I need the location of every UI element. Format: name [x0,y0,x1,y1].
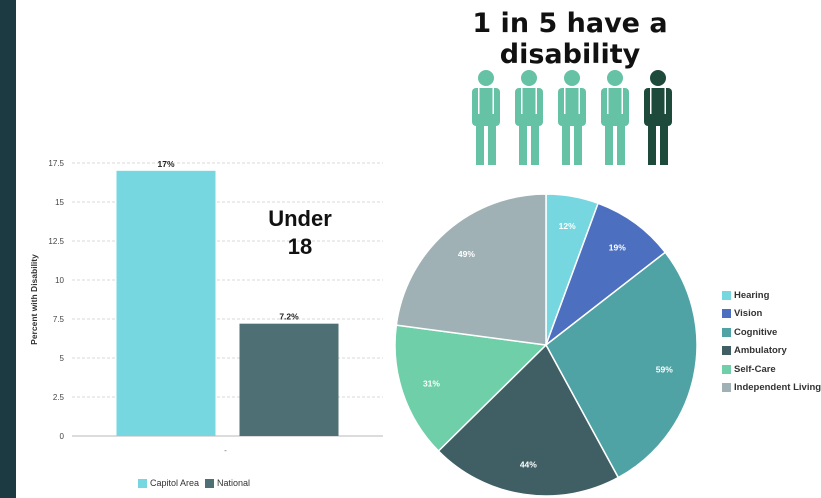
person-torso [472,88,500,126]
person-icon [472,70,500,165]
legend-label-capitol-area: Capitol Area [150,478,200,488]
legend-swatch [722,290,731,300]
y-tick-label: 15 [55,198,64,207]
x-tick-label: - [224,446,227,455]
person-left-leg [519,123,527,165]
person-torso [515,88,543,126]
person-right-leg [660,123,668,165]
person-head [478,70,494,86]
legend-item-vision: Vision [722,305,821,324]
person-left-leg [605,123,613,165]
person-arm-gap-left [564,88,566,114]
legend-label: Ambulatory [734,345,787,357]
legend-item-independent-living: Independent Living [722,379,821,398]
person-arm-gap-left [650,88,652,114]
pie-slice-independent-living [395,193,547,346]
legend-swatch-capitol-area [138,478,147,488]
legend-label: Hearing [734,289,770,301]
person-left-leg [562,123,570,165]
person-icon [558,70,586,165]
pie-slice-vision [544,202,667,348]
pie-slice-ambulatory [437,343,620,497]
legend-swatch [722,364,731,374]
person-icon [515,70,543,165]
person-torso [644,88,672,126]
y-tick-label: 12.5 [48,237,64,246]
bar-national [239,323,339,436]
pie-data-label: 44% [520,460,537,470]
legend-swatch [722,383,731,393]
person-arm-gap-right [621,88,623,114]
person-head [521,70,537,86]
person-right-leg [574,123,582,165]
legend-swatch [722,309,731,319]
legend-item-self-care: Self-Care [722,360,821,379]
person-arm-gap-right [492,88,494,114]
pie-slice-self-care [394,324,548,453]
person-arm-gap-left [607,88,609,114]
person-head [607,70,623,86]
person-arm-gap-right [578,88,580,114]
under-18-line-2: 18 [287,234,313,259]
pie-chart-legend: Hearing Vision Cognitive Ambulatory Self-Car… [722,286,821,397]
y-tick-label: 17.5 [48,159,64,168]
person-icon [601,70,629,165]
y-tick-label: 0 [60,432,65,441]
y-axis-label: Percent with Disability [29,254,39,345]
person-left-leg [648,123,656,165]
person-right-leg [531,123,539,165]
y-tick-label: 7.5 [53,315,65,324]
pie-data-label: 59% [656,365,673,375]
person-arm-gap-right [535,88,537,114]
legend-item-cognitive: Cognitive [722,323,821,342]
person-right-leg [617,123,625,165]
legend-item-hearing: Hearing [722,286,821,305]
slide-left-edge [0,0,16,498]
person-icon-highlighted [644,70,672,165]
under-18-line-1: Under [268,206,332,231]
pie-data-label: 31% [423,378,440,388]
person-left-leg [476,123,484,165]
person-head [564,70,580,86]
bar-data-label: 17% [157,159,174,169]
under-18-label: Under 18 [247,205,353,261]
y-tick-label: 2.5 [53,393,65,402]
people-icon-row [472,70,672,165]
bar-chart-legend: Capitol Area National [138,478,250,488]
pie-chart: 12% 19% 59% 44% 31% 49% [394,193,698,497]
person-arm-gap-left [478,88,480,114]
person-head [650,70,666,86]
legend-item-ambulatory: Ambulatory [722,342,821,361]
legend-swatch-national [205,478,215,488]
legend-label: Self-Care [734,363,776,375]
person-right-leg [488,123,496,165]
pie-data-label: 49% [458,249,475,259]
bar-capitol-area [116,170,216,437]
bar-data-label: 7.2% [279,312,299,322]
legend-swatch [722,346,731,356]
legend-label-national: National [217,478,251,488]
legend-label: Vision [734,308,763,320]
legend-label: Cognitive [734,326,778,338]
pie-slice-cognitive [545,251,698,479]
y-tick-label: 5 [60,354,65,363]
person-torso [558,88,586,126]
pie-data-label: 19% [609,242,626,252]
person-torso [601,88,629,126]
legend-swatch [722,327,731,337]
person-arm-gap-left [521,88,523,114]
person-arm-gap-right [664,88,666,114]
y-tick-label: 10 [55,276,64,285]
pie-data-label: 12% [559,221,576,231]
headline: 1 in 5 have a disability [472,8,668,70]
legend-label: Independent Living [734,382,821,394]
bar-chart: 0 2.5 5 7.5 10 12.5 15 17.5 Percent with Disabil… [29,159,383,455]
